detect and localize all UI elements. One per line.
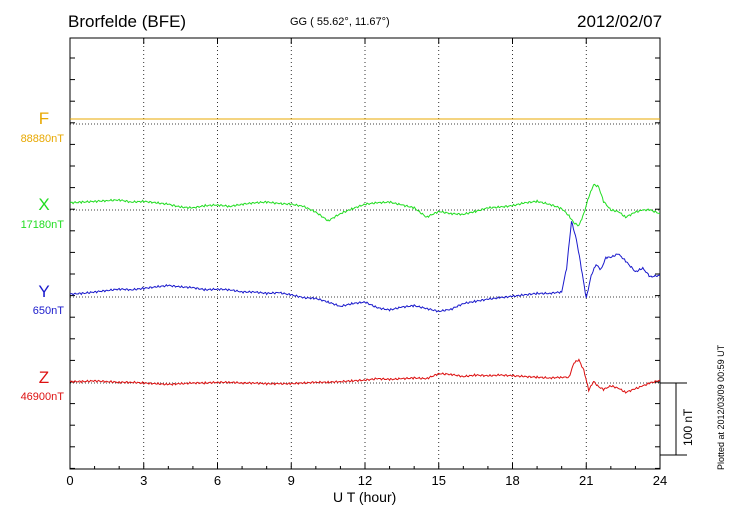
station-title: Brorfelde (BFE) <box>68 12 187 31</box>
x-tick-label: 24 <box>653 473 667 488</box>
x-tick-label: 12 <box>358 473 372 488</box>
series-y-label: Y <box>38 282 49 301</box>
series-f-label: F <box>39 109 49 128</box>
x-tick-label: 3 <box>140 473 147 488</box>
x-tick-label: 18 <box>505 473 519 488</box>
series-z-baseline-value: 46900nT <box>21 391 65 403</box>
series-y-baseline-value: 650nT <box>33 305 64 317</box>
geographic-coordinates: GG ( 55.62°, 11.67°) <box>290 16 390 28</box>
series-f-baseline-value: 88880nT <box>21 133 65 145</box>
series-z-line <box>69 358 661 394</box>
x-axis-label: U T (hour) <box>333 489 397 505</box>
series-x-baseline-value: 17180nT <box>21 219 65 231</box>
x-tick-label: 21 <box>579 473 593 488</box>
series-x-label: X <box>38 195 49 214</box>
x-tick-label: 9 <box>288 473 295 488</box>
x-tick-label: 6 <box>214 473 221 488</box>
x-tick-label: 0 <box>66 473 73 488</box>
x-tick-label: 15 <box>432 473 446 488</box>
plot-date: 2012/02/07 <box>577 12 663 31</box>
series-y-line <box>69 221 661 313</box>
series-x-line <box>69 183 661 227</box>
series-z-label: Z <box>39 368 49 387</box>
